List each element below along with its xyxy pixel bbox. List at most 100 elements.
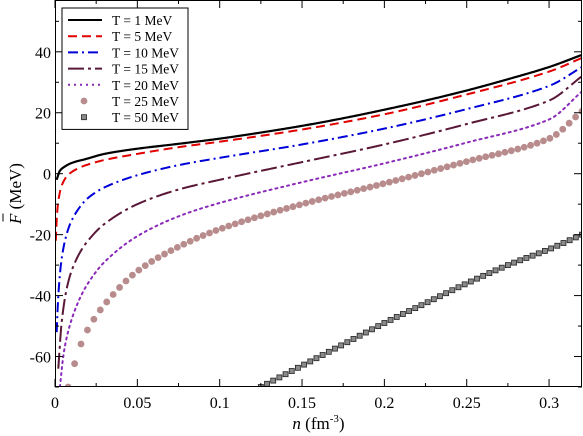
data-point xyxy=(566,237,573,244)
data-point xyxy=(276,374,283,381)
data-point xyxy=(535,250,542,257)
x-axis-label: n (fm-3) xyxy=(292,413,344,433)
data-point xyxy=(548,245,555,252)
data-point xyxy=(347,188,355,196)
data-point xyxy=(475,154,483,162)
data-point xyxy=(517,257,524,264)
data-point xyxy=(129,271,136,279)
ticks-layer: 0 0.05 0.1 0.15 0.2 0.25 0.3 -60 -40 -20 0 20 40 xyxy=(30,0,582,412)
data-point xyxy=(565,119,573,127)
legend-label: T = 1 MeV xyxy=(112,13,172,28)
data-point xyxy=(315,196,323,204)
data-point xyxy=(225,222,233,230)
data-point xyxy=(328,193,335,200)
legend-label: T = 50 MeV xyxy=(112,110,179,125)
data-point xyxy=(199,232,207,239)
x-tick-label: 0.15 xyxy=(288,395,316,412)
data-point xyxy=(501,148,509,156)
data-point xyxy=(257,212,265,220)
data-point xyxy=(507,147,515,155)
data-point xyxy=(400,311,406,317)
data-point xyxy=(264,380,270,387)
x-tick-label: 0.05 xyxy=(123,395,151,412)
series-10-mev xyxy=(55,66,582,333)
series-line xyxy=(55,56,582,241)
data-point xyxy=(366,183,374,191)
data-point xyxy=(122,277,130,285)
data-point xyxy=(360,185,368,193)
data-point xyxy=(295,201,303,209)
data-point xyxy=(488,151,496,159)
data-point xyxy=(154,254,162,262)
data-point xyxy=(135,266,143,274)
data-point xyxy=(84,326,91,334)
legend-label: T = 15 MeV xyxy=(112,62,179,77)
legend-item: T = 25 MeV xyxy=(80,94,179,109)
data-point xyxy=(308,198,316,205)
legend-label: T = 10 MeV xyxy=(112,45,179,60)
data-point xyxy=(77,340,85,348)
data-point xyxy=(437,165,445,172)
series-line xyxy=(57,75,582,369)
data-point xyxy=(424,299,431,306)
data-point xyxy=(319,352,326,358)
data-point xyxy=(334,191,342,199)
data-point xyxy=(450,161,457,169)
data-point xyxy=(559,125,567,133)
data-point xyxy=(71,360,78,368)
x-tick-label: 0.2 xyxy=(374,395,394,412)
data-point xyxy=(560,240,567,246)
data-point xyxy=(353,186,361,194)
series-line xyxy=(58,90,582,387)
data-point xyxy=(572,113,579,121)
legend-label: T = 25 MeV xyxy=(112,94,179,109)
data-point xyxy=(238,218,245,226)
data-point xyxy=(492,267,499,274)
legend-item: T = 20 MeV xyxy=(68,78,179,93)
data-point xyxy=(430,296,437,303)
data-point xyxy=(270,208,278,216)
data-point xyxy=(103,298,111,306)
data-point xyxy=(540,137,547,145)
data-point xyxy=(212,227,220,234)
data-point xyxy=(546,134,554,142)
series-5-mev xyxy=(55,56,582,241)
data-point xyxy=(498,264,505,271)
data-point xyxy=(398,175,406,183)
data-point xyxy=(263,210,271,218)
y-tick-label: -60 xyxy=(30,350,51,367)
data-point xyxy=(301,361,307,368)
data-point xyxy=(495,150,502,158)
data-point xyxy=(542,248,548,254)
data-point xyxy=(231,220,239,228)
data-point xyxy=(424,168,432,176)
data-point xyxy=(141,262,149,270)
data-point xyxy=(461,281,468,288)
legend-item: T = 1 MeV xyxy=(68,13,172,28)
data-point xyxy=(411,172,419,179)
legend-item: T = 50 MeV xyxy=(81,110,179,125)
data-point xyxy=(109,291,117,298)
data-point xyxy=(455,284,462,291)
x-axis-unit-close: ) xyxy=(339,414,345,433)
series-line xyxy=(55,66,582,333)
plot-frame xyxy=(55,0,582,387)
data-point xyxy=(520,143,528,151)
data-point xyxy=(180,240,188,248)
data-point xyxy=(533,139,541,147)
series-line xyxy=(55,53,582,181)
data-point xyxy=(218,224,226,232)
data-point xyxy=(523,255,530,261)
x-axis-var: n xyxy=(292,414,301,433)
x-axis-unit: (fm xyxy=(301,414,330,433)
data-point xyxy=(393,314,400,320)
data-point xyxy=(90,315,98,323)
data-point xyxy=(375,323,382,330)
data-point xyxy=(148,258,156,265)
data-point xyxy=(437,293,443,300)
data-point xyxy=(321,194,329,202)
y-axis-var: F xyxy=(6,213,25,225)
data-point xyxy=(288,368,295,374)
data-point xyxy=(578,107,582,115)
